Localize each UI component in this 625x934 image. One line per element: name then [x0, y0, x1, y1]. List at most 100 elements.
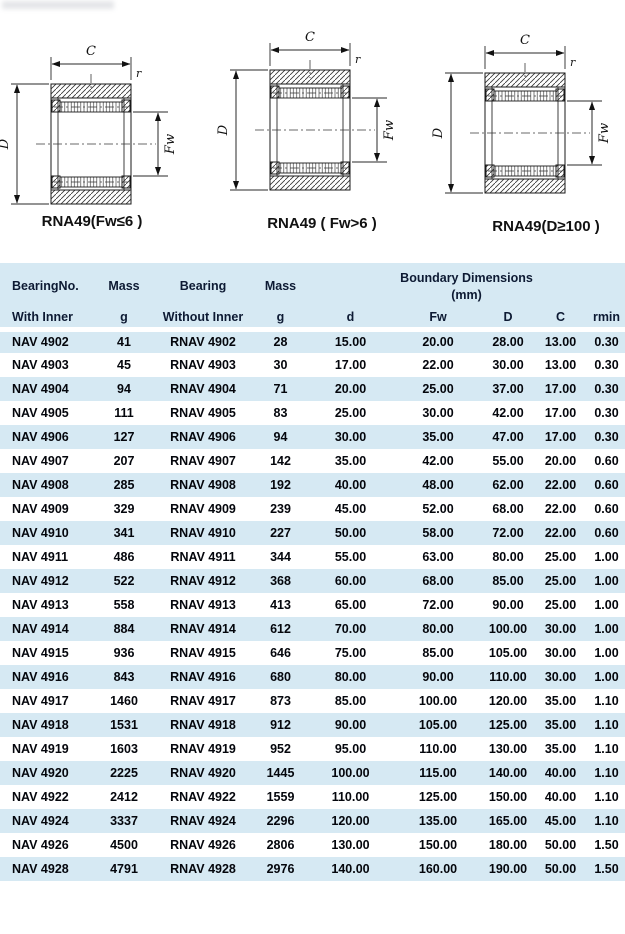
bearing-spec-table: BearingNo. Mass Bearing Mass Boundary Di… [0, 263, 625, 881]
table-cell: RNAV 4920 [153, 761, 253, 785]
header-mass-1: Mass [95, 263, 153, 308]
table-cell: 110.00 [308, 785, 393, 809]
table-cell: 22.00 [393, 353, 483, 377]
table-cell: 2412 [95, 785, 153, 809]
table-cell: 45.00 [533, 809, 588, 833]
table-cell: 1.00 [588, 593, 625, 617]
table-cell: 100.00 [483, 617, 533, 641]
table-row: NAV 4911 486 RNAV 4911 344 55.00 63.00 80.00 25… [0, 545, 625, 569]
table-cell: 1.00 [588, 641, 625, 665]
table-cell: NAV 4911 [0, 545, 95, 569]
table-cell: 2806 [253, 833, 308, 857]
table-cell: 1.10 [588, 785, 625, 809]
table-cell: 1.00 [588, 569, 625, 593]
table-cell: 62.00 [483, 473, 533, 497]
table-cell: 142 [253, 449, 308, 473]
header-bearing: Bearing [153, 263, 253, 308]
table-cell: NAV 4917 [0, 689, 95, 713]
table-cell: 22.00 [533, 473, 588, 497]
table-cell: 60.00 [308, 569, 393, 593]
table-cell: RNAV 4902 [153, 329, 253, 353]
table-cell: 1531 [95, 713, 153, 737]
table-cell: 35.00 [533, 713, 588, 737]
table-row: NAV 4918 1531 RNAV 4918 912 90.00 105.00 125.0… [0, 713, 625, 737]
table-cell: RNAV 4910 [153, 521, 253, 545]
table-cell: 1.10 [588, 809, 625, 833]
table-cell: RNAV 4912 [153, 569, 253, 593]
subheader-g-1: g [95, 308, 153, 332]
table-cell: 28.00 [483, 329, 533, 353]
table-cell: 50.00 [533, 833, 588, 857]
table-cell: 120.00 [483, 689, 533, 713]
subheader-g-2: g [253, 308, 308, 332]
table-cell: RNAV 4909 [153, 497, 253, 521]
table-cell: 111 [95, 401, 153, 425]
table-cell: 3337 [95, 809, 153, 833]
table-cell: 68.00 [483, 497, 533, 521]
table-cell: RNAV 4907 [153, 449, 253, 473]
table-cell: NAV 4920 [0, 761, 95, 785]
table-cell: 120.00 [308, 809, 393, 833]
table-cell: 344 [253, 545, 308, 569]
table-cell: 25.00 [393, 377, 483, 401]
table-cell: 30.00 [533, 617, 588, 641]
table-cell: RNAV 4911 [153, 545, 253, 569]
table-cell: 0.60 [588, 521, 625, 545]
table-cell: 227 [253, 521, 308, 545]
table-cell: 50.00 [533, 857, 588, 881]
table-cell: 17.00 [533, 425, 588, 449]
subheader-with-inner: With Inner [0, 308, 95, 332]
table-cell: 1.10 [588, 737, 625, 761]
subheader-rmin: rmin [588, 308, 625, 332]
table-cell: 94 [253, 425, 308, 449]
table-row: NAV 4926 4500 RNAV 4926 2806 130.00 150.00 180… [0, 833, 625, 857]
table-cell: 1559 [253, 785, 308, 809]
table-cell: 25.00 [533, 569, 588, 593]
table-cell: 190.00 [483, 857, 533, 881]
table-cell: NAV 4919 [0, 737, 95, 761]
blurred-watermark [2, 1, 114, 9]
subheader-C: C [533, 308, 588, 332]
table-cell: 1460 [95, 689, 153, 713]
table-cell: 0.30 [588, 329, 625, 353]
table-cell: 25.00 [308, 401, 393, 425]
table-cell: 35.00 [393, 425, 483, 449]
header-mass-2: Mass [253, 263, 308, 308]
table-cell: 72.00 [483, 521, 533, 545]
table-cell: 160.00 [393, 857, 483, 881]
table-cell: 80.00 [483, 545, 533, 569]
table-cell: NAV 4908 [0, 473, 95, 497]
table-cell: 207 [95, 449, 153, 473]
table-cell: 17.00 [533, 377, 588, 401]
table-cell: NAV 4912 [0, 569, 95, 593]
table-cell: 20.00 [393, 329, 483, 353]
table-cell: RNAV 4906 [153, 425, 253, 449]
table-cell: 22.00 [533, 521, 588, 545]
table-cell: 35.00 [533, 737, 588, 761]
table-cell: 85.00 [308, 689, 393, 713]
table-row: NAV 4903 45 RNAV 4903 30 17.00 22.00 30.00 13.0… [0, 353, 625, 377]
table-cell: 125.00 [393, 785, 483, 809]
boundary-dimensions-label: Boundary Dimensions [400, 271, 533, 285]
table-cell: RNAV 4924 [153, 809, 253, 833]
table-cell: 0.30 [588, 425, 625, 449]
table-cell: 329 [95, 497, 153, 521]
table-cell: 105.00 [483, 641, 533, 665]
table-cell: NAV 4904 [0, 377, 95, 401]
table-cell: 4791 [95, 857, 153, 881]
table-row: NAV 4907 207 RNAV 4907 142 35.00 42.00 55.00 20… [0, 449, 625, 473]
table-cell: NAV 4928 [0, 857, 95, 881]
table-cell: 13.00 [533, 329, 588, 353]
table-cell: 100.00 [308, 761, 393, 785]
table-cell: 0.30 [588, 401, 625, 425]
table-cell: RNAV 4922 [153, 785, 253, 809]
table-row: NAV 4906 127 RNAV 4906 94 30.00 35.00 47.00 17.… [0, 425, 625, 449]
table-row: NAV 4917 1460 RNAV 4917 873 85.00 100.00 120.0… [0, 689, 625, 713]
table-body: NAV 4902 41 RNAV 4902 28 15.00 20.00 28.00 13.0… [0, 329, 625, 881]
table-cell: 28 [253, 329, 308, 353]
table-cell: 45 [95, 353, 153, 377]
table-cell: 95.00 [308, 737, 393, 761]
table-cell: 90.00 [308, 713, 393, 737]
table-cell: 2296 [253, 809, 308, 833]
table-cell: NAV 4916 [0, 665, 95, 689]
